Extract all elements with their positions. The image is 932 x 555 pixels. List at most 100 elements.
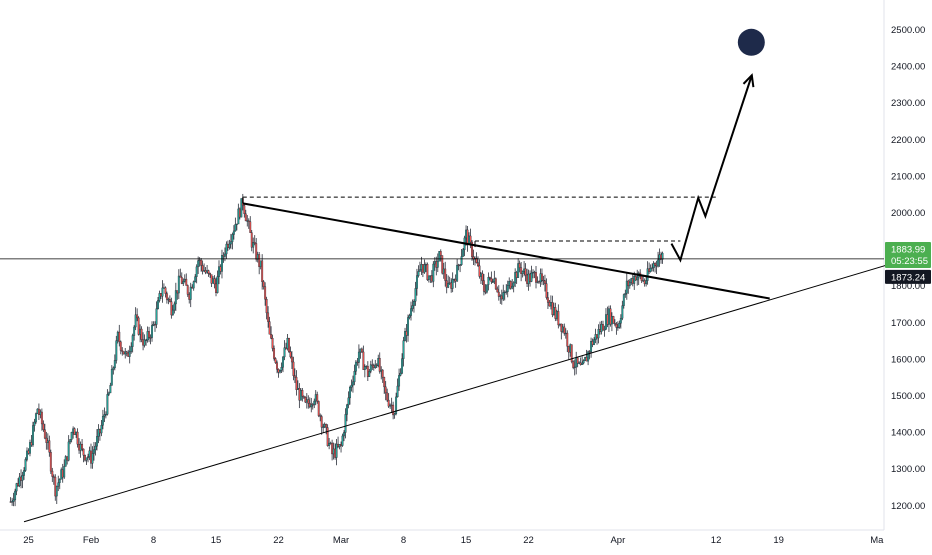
candle-body (313, 400, 316, 405)
candle-body (478, 265, 481, 277)
candle-body (377, 358, 380, 367)
candle-body (45, 437, 48, 443)
candle-body (88, 450, 91, 457)
candle-body (177, 275, 180, 294)
candle-body (158, 293, 161, 301)
candle-body (11, 501, 14, 503)
candle-body (587, 351, 590, 362)
candle-body (265, 298, 268, 314)
candle-body (280, 367, 283, 371)
candle-body (530, 272, 533, 282)
candle-body (285, 347, 287, 349)
candle-body (648, 268, 651, 272)
candle-body (162, 287, 165, 289)
candle-body (369, 364, 372, 372)
candle-body (37, 408, 40, 415)
candle-body (323, 423, 326, 428)
candle-body (456, 264, 459, 282)
candle-body (475, 257, 478, 263)
candle-body (223, 253, 226, 257)
candle-body (136, 314, 139, 319)
candle-body (310, 404, 313, 408)
candle-body (374, 364, 377, 368)
candle-body (198, 259, 201, 262)
candle-body (615, 323, 618, 328)
candle-body (273, 348, 276, 359)
candle-body (337, 443, 340, 447)
candle-body (365, 365, 368, 368)
candle-body (195, 266, 198, 277)
candle-body (60, 469, 63, 480)
horizontal-level-badge (885, 269, 931, 284)
candle-body (232, 230, 235, 235)
candle-body (79, 443, 82, 451)
candle-body (286, 338, 289, 349)
candle-body (98, 428, 101, 434)
candle-body (277, 369, 280, 373)
candle-body (479, 273, 482, 277)
y-tick-label: 1300.00 (891, 464, 925, 475)
x-tick-label: 12 (711, 535, 722, 546)
candle-body (264, 286, 267, 300)
candle-body (372, 365, 375, 368)
candle-body (575, 357, 578, 368)
candle-body (160, 293, 162, 297)
candle-body (270, 334, 273, 339)
candle-body (564, 332, 567, 335)
candle-body (212, 278, 214, 284)
candle-body (253, 242, 256, 244)
candle-body (335, 443, 338, 458)
candle-body (48, 440, 51, 453)
candle-body (250, 232, 253, 248)
candle-body (101, 416, 104, 426)
candle-body (289, 351, 292, 358)
candle-body (73, 428, 76, 435)
candle-body (302, 395, 305, 398)
candle-body (502, 292, 505, 300)
candle-body (131, 335, 134, 347)
candle-body (182, 281, 185, 284)
candle-body (566, 332, 569, 347)
candle-body (39, 411, 42, 415)
candle-body (634, 276, 637, 281)
candle-body (247, 220, 250, 222)
candle-body (271, 338, 274, 349)
x-tick-label: Ma (870, 535, 884, 546)
y-tick-label: 1500.00 (891, 391, 925, 402)
candle-body (481, 273, 484, 281)
candle-body (655, 265, 658, 267)
candle-body (334, 448, 337, 458)
candle-body (518, 263, 521, 268)
candle-body (49, 452, 52, 472)
candle-body (532, 271, 534, 274)
candle-body (23, 470, 25, 476)
candle-body (600, 324, 603, 332)
candle-body (151, 325, 153, 338)
candle-body (87, 456, 89, 459)
candle-body (155, 308, 158, 325)
candle-body (618, 323, 621, 328)
candle-body (429, 275, 432, 277)
candle-body (338, 444, 341, 447)
candle-body (560, 323, 563, 332)
candle-body (533, 271, 536, 274)
candle-body (219, 266, 222, 272)
candle-body (42, 423, 45, 430)
candle-body (91, 453, 94, 464)
candle-body (432, 263, 435, 282)
candle-body (652, 263, 655, 268)
candle-body (610, 316, 613, 325)
axes-layer: 1200.00 1300.00 1400.00 1500.00 1600.00 1700.… (0, 0, 925, 546)
candle-body (320, 416, 323, 428)
candle-body (588, 351, 591, 353)
candle-body (268, 321, 271, 335)
candle-body (326, 427, 329, 446)
candle-body (240, 198, 243, 218)
candle-body (354, 361, 357, 372)
candle-body (165, 293, 168, 300)
candle-body (654, 263, 657, 266)
candle-body (43, 429, 46, 439)
candle-body (357, 351, 360, 363)
